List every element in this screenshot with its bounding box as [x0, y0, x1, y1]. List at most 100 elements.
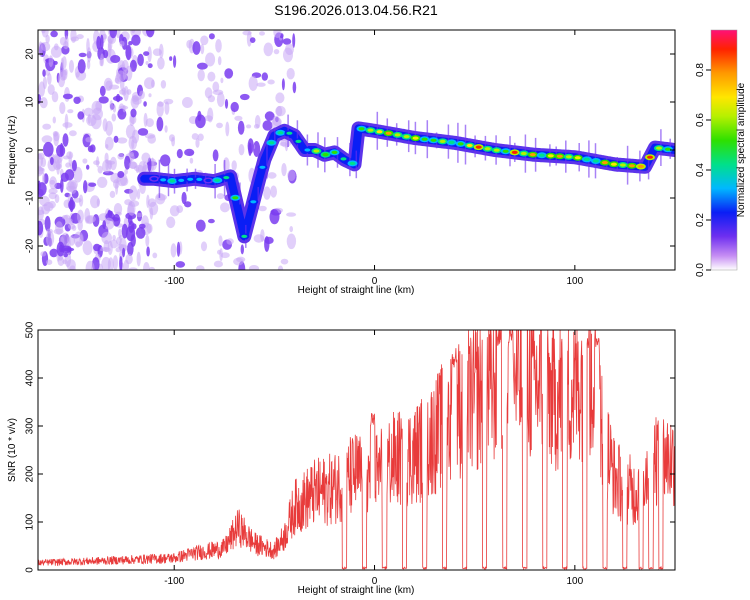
noise-blob: [43, 201, 54, 212]
noise-blob: [149, 207, 154, 220]
noise-blob: [169, 205, 180, 217]
snr-ylabel: SNR (10 * v/v): [7, 418, 18, 482]
noise-blob: [195, 138, 200, 148]
noise-blob: [42, 123, 52, 130]
noise-blob: [88, 182, 97, 187]
snr-xtick-label: -100: [164, 576, 184, 587]
noise-blob: [131, 139, 135, 149]
noise-blob: [46, 228, 53, 234]
noise-blob: [283, 47, 293, 63]
noise-blob: [66, 181, 75, 193]
noise-blob: [118, 228, 122, 238]
noise-blob: [131, 34, 141, 46]
noise-blob: [145, 30, 155, 38]
noise-blob: [270, 185, 277, 198]
ridge-blob-core: [340, 157, 347, 161]
noise-blob: [253, 234, 265, 243]
noise-blob: [124, 199, 133, 206]
noise-blob: [160, 154, 171, 167]
noise-blob: [249, 37, 256, 43]
noise-blob: [267, 172, 277, 179]
ridge-blob-core: [349, 161, 356, 165]
ridge-blob-core: [619, 163, 626, 167]
snr-ytick-label: 300: [25, 417, 36, 434]
noise-blob: [216, 193, 225, 200]
noise-blob: [54, 43, 59, 51]
noise-blob: [275, 92, 285, 104]
spectrogram-xtick-label: 0: [372, 276, 378, 287]
noise-blob: [73, 197, 82, 203]
colorbar-label: Normalized spectral amplitude: [736, 82, 747, 217]
ridge-blob-core: [439, 139, 446, 143]
noise-blob: [262, 120, 273, 131]
noise-blob: [238, 144, 245, 156]
noise-blob: [264, 111, 275, 121]
noise-blob: [128, 41, 133, 46]
noise-blob: [82, 240, 93, 256]
ridge-blob-core: [214, 178, 221, 182]
ridge-blob-core: [520, 151, 527, 156]
ridge-blob-core: [403, 135, 410, 139]
noise-blob: [237, 120, 245, 135]
noise-blob: [69, 196, 74, 213]
noise-blob: [125, 124, 136, 139]
noise-blob: [246, 124, 252, 129]
noise-blob: [148, 266, 155, 270]
noise-blob: [92, 107, 103, 121]
noise-blob: [200, 35, 209, 46]
noise-blob: [107, 210, 113, 215]
colorbar-tick-label: 0.0: [695, 263, 706, 277]
noise-blob: [78, 52, 87, 58]
noise-blob: [213, 260, 223, 268]
noise-blob: [226, 238, 234, 245]
noise-blob: [64, 169, 75, 181]
noise-blob: [157, 101, 165, 107]
noise-blob: [45, 230, 55, 247]
colorbar-tick-label: 0.6: [695, 113, 706, 127]
spectrogram-xlabel: Height of straight line (km): [298, 285, 415, 296]
ridge-blob-core: [412, 136, 419, 140]
noise-blob: [253, 141, 261, 157]
noise-blob: [220, 202, 230, 213]
ridge-blob-core: [466, 143, 473, 148]
noise-blob: [258, 205, 267, 212]
noise-blob: [200, 43, 205, 55]
snr-axes: -100 0 100 0 100 200 300 400 500: [25, 321, 675, 587]
noise-blob: [38, 182, 47, 196]
noise-blob: [38, 206, 44, 221]
noise-blob: [224, 68, 234, 79]
noise-blob: [116, 137, 128, 144]
noise-blob: [216, 122, 223, 129]
noise-blob: [105, 144, 109, 149]
ridge-blob-core: [601, 161, 608, 165]
snr-panel: -100 0 100 0 100 200 300 400 500 Height of strai…: [7, 321, 676, 596]
noise-blob: [50, 157, 54, 165]
snr-content: [38, 330, 675, 570]
snr-ytick-label: 500: [25, 321, 36, 338]
noise-blob: [51, 91, 59, 103]
noise-blob: [86, 216, 94, 225]
noise-blob: [212, 149, 219, 162]
noise-blob: [102, 159, 112, 173]
noise-blob: [61, 215, 68, 220]
snr-xlabel: Height of straight line (km): [298, 585, 415, 596]
noise-blob: [186, 39, 193, 49]
noise-blob: [129, 185, 138, 201]
noise-blob: [62, 133, 69, 147]
noise-blob: [86, 47, 92, 63]
noise-blob: [160, 80, 167, 89]
noise-blob: [73, 231, 84, 247]
noise-blob: [282, 38, 292, 45]
ridge-blob-core: [151, 177, 158, 181]
snr-line: [38, 330, 675, 570]
noise-blob: [217, 56, 222, 66]
noise-blob: [38, 41, 43, 57]
noise-blob: [233, 257, 244, 266]
spectrogram-ytick-label: 0: [25, 147, 36, 153]
noise-blob: [50, 30, 58, 38]
noise-blob: [117, 171, 125, 178]
noise-blob: [112, 95, 123, 102]
noise-blob: [112, 104, 117, 113]
noise-blob: [207, 107, 214, 123]
